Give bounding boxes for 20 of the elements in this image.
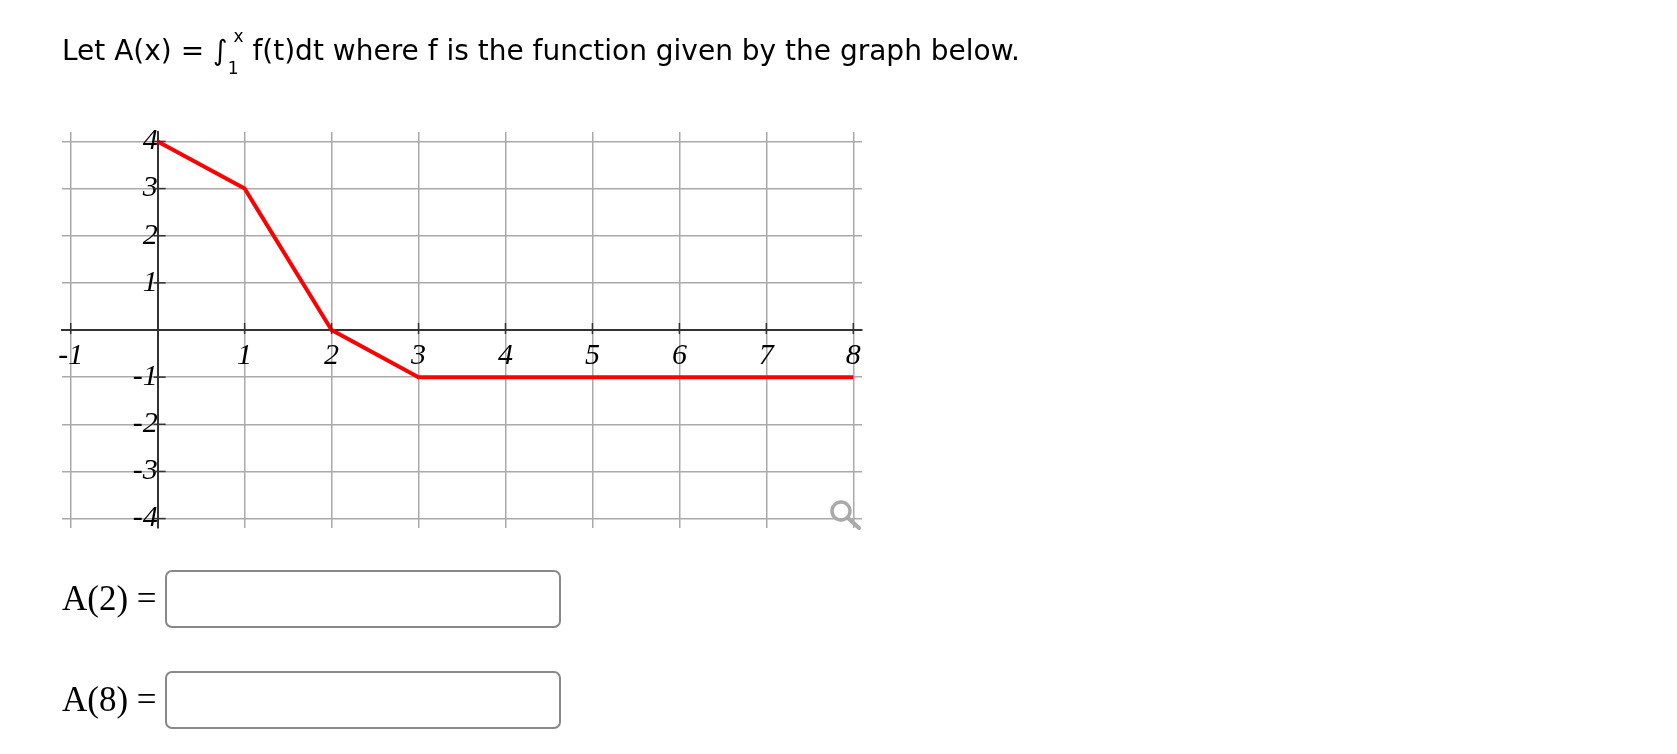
y-tick-label: 2 — [142, 216, 158, 250]
x-tick-label: 6 — [671, 336, 687, 370]
y-tick-label: -4 — [132, 499, 158, 533]
y-tick-label: 4 — [142, 122, 158, 156]
x-tick-label: 1 — [237, 336, 253, 370]
y-tick-label: 3 — [141, 169, 158, 203]
x-tick-label: 2 — [324, 336, 340, 370]
chart-title: Let A(x) = ∫$_{1}$$^{x}$ f(t)dt where f is the function given by the graph below. — [62, 26, 1020, 78]
y-tick-label: -2 — [132, 405, 158, 439]
x-tick-label: 3 — [410, 336, 427, 370]
x-tick-label: 5 — [584, 336, 600, 370]
x-tick-label: 4 — [497, 336, 513, 370]
x-tick-label: 8 — [845, 336, 861, 370]
x-tick-label: 7 — [758, 336, 776, 370]
text: A(2) = — [62, 579, 158, 619]
y-tick-label: -3 — [132, 452, 158, 486]
y-tick-label: -1 — [132, 358, 158, 392]
text: A(8) = — [62, 680, 158, 720]
x-tick-label: -1 — [58, 336, 84, 370]
y-tick-label: 1 — [142, 263, 158, 297]
